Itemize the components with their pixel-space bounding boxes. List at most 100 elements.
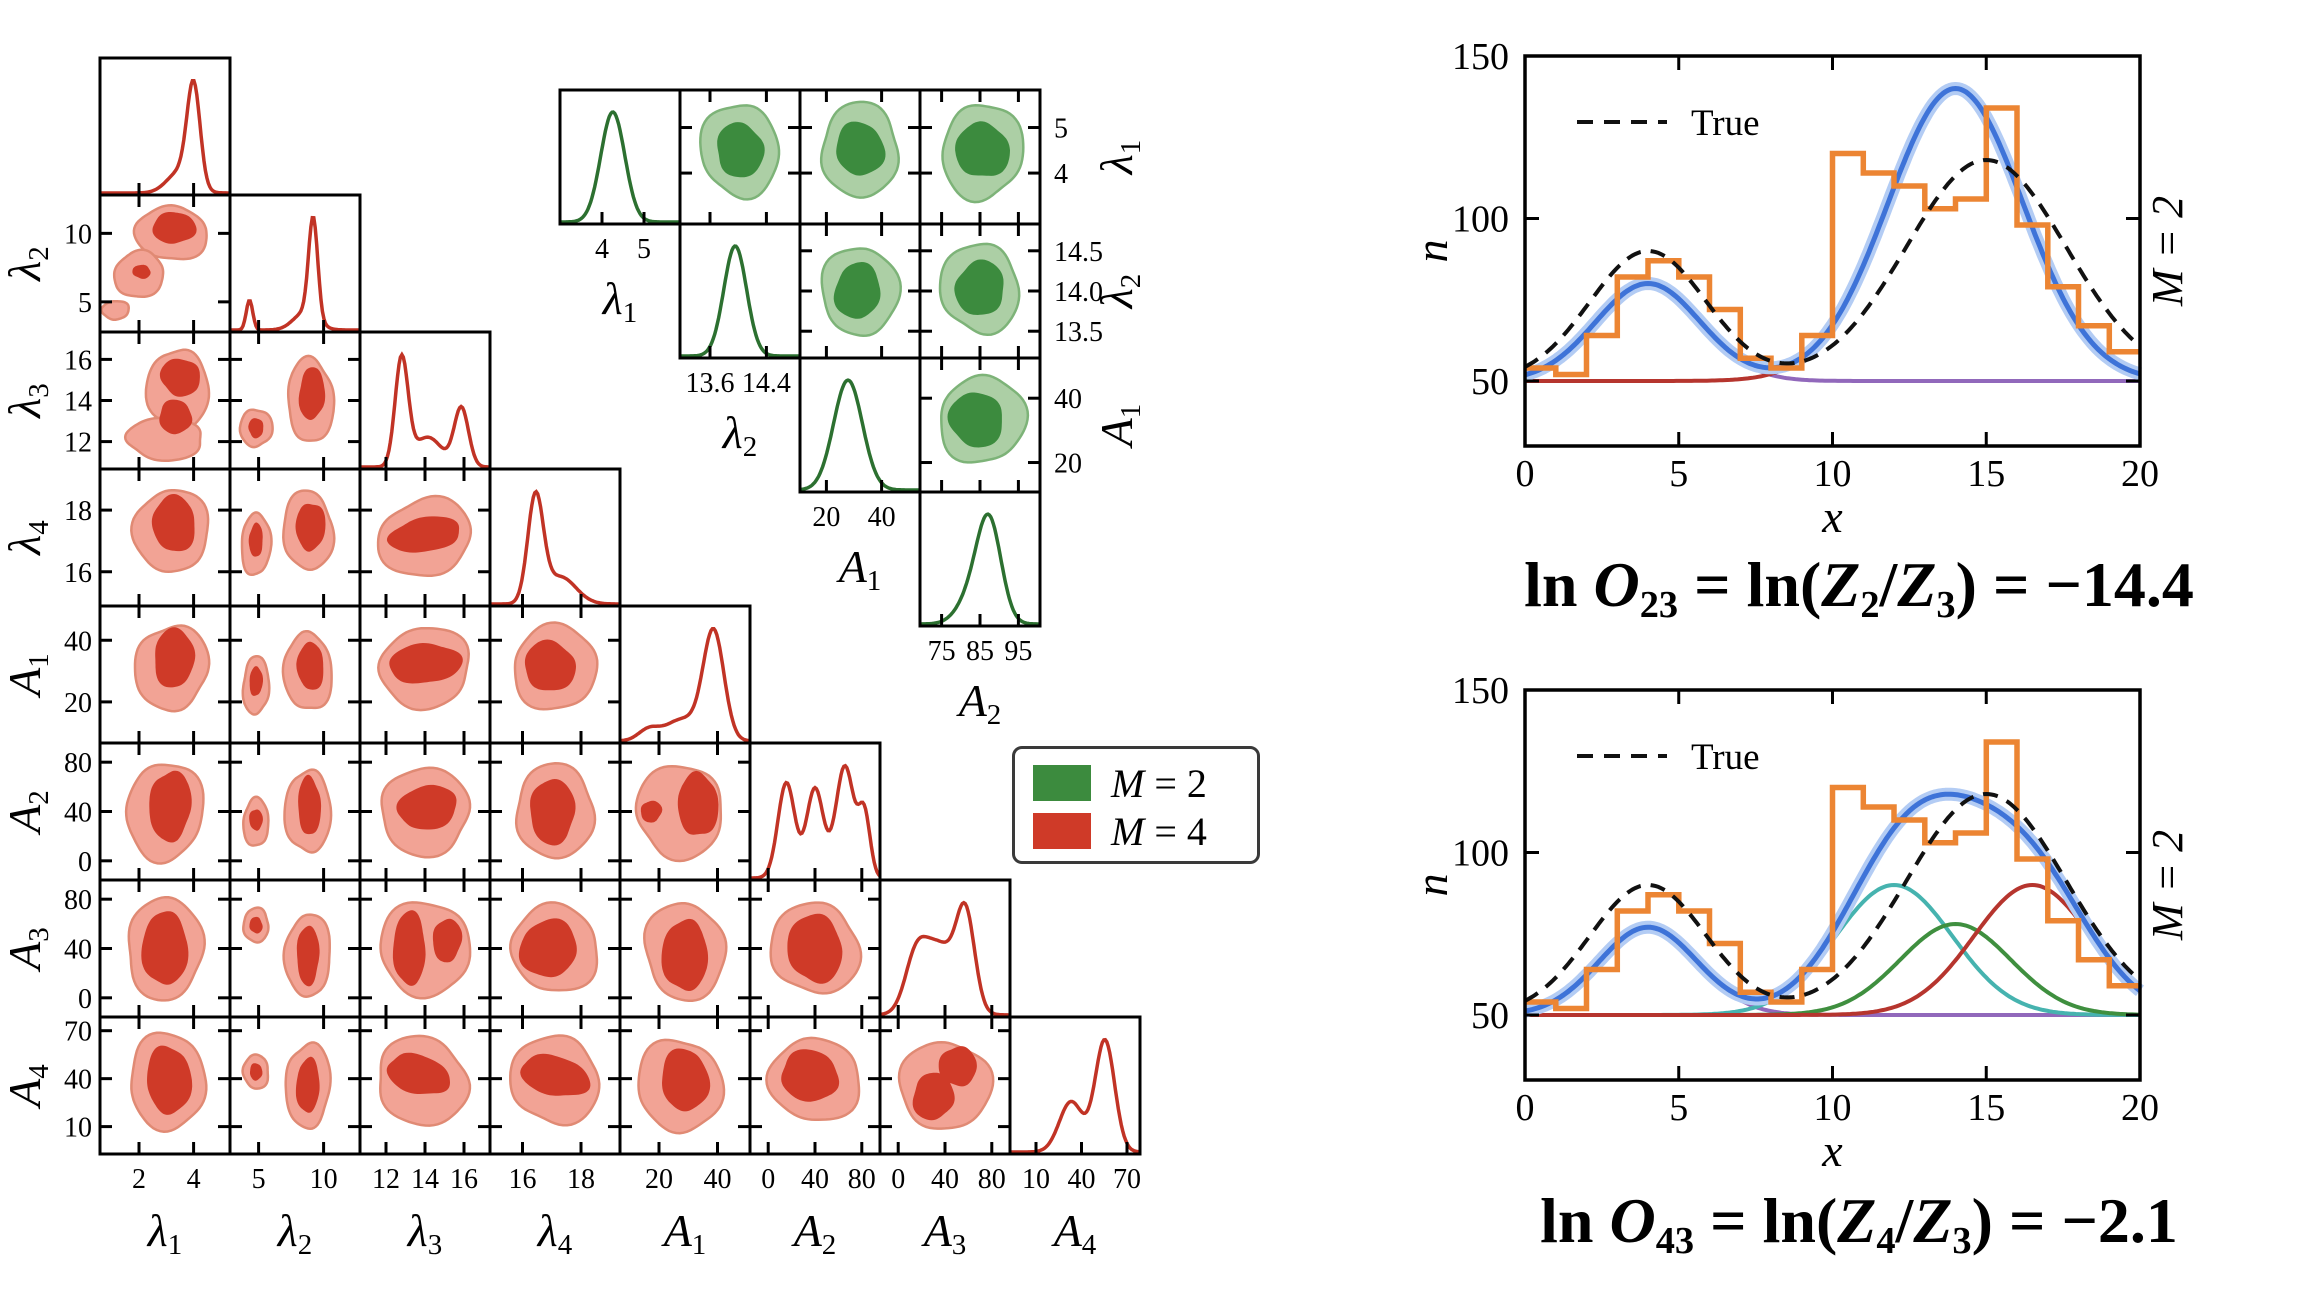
corner-panel-0-1 — [678, 88, 802, 226]
legend-label: M = 2 — [1111, 760, 1207, 806]
model-count-label-bottom: M = 2 — [2143, 829, 2192, 941]
equation-bayes-factor-23: ln O23 = ln(Z2/Z3) = −14.4 — [1408, 548, 2310, 627]
equation-segment: 3 — [1936, 583, 1956, 626]
equation-segment: Z — [1821, 549, 1861, 620]
contour-blobs — [380, 766, 472, 859]
contour-blobs — [240, 489, 336, 577]
corner-panel-0-3 — [918, 88, 1042, 226]
contour-blobs — [514, 762, 597, 860]
contour-blobs — [376, 494, 473, 577]
tick-label: 12 — [64, 428, 92, 459]
equation-segment: ln — [1524, 549, 1594, 620]
contour-blobs — [634, 764, 723, 863]
red-corner-plot: 2 4 5 10 12 14 16 16 18 20 40 0 40 80 0 40 80 10 40 7051012… — [64, 56, 1142, 1195]
equation-segment: O — [1609, 1185, 1656, 1256]
tick-label: 95 — [1004, 636, 1032, 667]
contour-blobs — [637, 1038, 726, 1135]
posterior-1d-curve — [619, 626, 751, 743]
tick-label: 13.6 — [686, 368, 735, 399]
y-axis-label: n — [1406, 874, 1457, 897]
contour-blobs — [897, 1040, 995, 1130]
contour-blobs — [241, 1041, 332, 1131]
equation-segment: Z — [1837, 1185, 1877, 1256]
x-param-label: A2 — [956, 675, 1002, 731]
x-tick-label: 5 — [1669, 453, 1688, 495]
corner-panel-6-6 — [878, 878, 1012, 1019]
component-curve-3 — [1525, 882, 2142, 1017]
corner-panel-4-2 — [358, 604, 492, 745]
tick-label: 85 — [966, 636, 994, 667]
x-param-label: A1 — [836, 541, 882, 597]
y-param-label: λ1 — [1091, 140, 1147, 176]
corner-panel-3-3 — [918, 490, 1042, 628]
tick-label: 40 — [704, 1164, 732, 1195]
contour-blobs — [819, 100, 900, 199]
equation-segment: 23 — [1639, 583, 1679, 626]
contour-blobs — [241, 629, 333, 716]
y-tick-label: 150 — [1452, 670, 1509, 712]
legend-label: M = 4 — [1111, 808, 1207, 854]
contour-blobs — [242, 768, 333, 854]
corner-panel-3-2 — [358, 467, 492, 608]
x-param-label: A3 — [921, 1205, 967, 1261]
contour-blobs — [130, 1031, 208, 1133]
tick-label: 0 — [891, 1164, 905, 1195]
corner-panel-0-0 — [98, 56, 232, 197]
corner-panel-7-4 — [618, 1015, 752, 1156]
corner-panel-2-2 — [798, 356, 922, 494]
equation-segment: 43 — [1655, 1219, 1695, 1262]
y-tick-label: 100 — [1452, 833, 1509, 875]
corner-panel-5-4 — [618, 741, 752, 882]
equation-segment: / — [1879, 549, 1898, 620]
equation-segment: 4 — [1876, 1219, 1896, 1262]
corner-panel-6-3 — [488, 878, 622, 1019]
posterior-1d-curve — [360, 351, 490, 469]
posterior-1d-curve — [750, 763, 882, 880]
true-curve — [1524, 791, 2142, 1003]
tick-label: 5 — [637, 234, 651, 265]
contour-blobs — [941, 104, 1025, 204]
corner-panel-7-7 — [1008, 1015, 1142, 1156]
contour-blobs — [769, 901, 863, 995]
corner-panel-2-2 — [358, 330, 492, 471]
tick-label: 40 — [64, 1065, 92, 1096]
corner-panel-7-2 — [358, 1015, 492, 1156]
contour-blobs — [100, 204, 208, 321]
y-param-label: λ3 — [0, 383, 55, 419]
contour-blobs — [124, 763, 205, 865]
y-param-label: λ2 — [1091, 274, 1147, 310]
x-param-label: λ2 — [721, 407, 757, 463]
tick-label: 40 — [64, 626, 92, 657]
contour-blobs — [940, 373, 1030, 464]
equation-segment: ) = −14.4 — [1955, 549, 2194, 620]
corner-panel-2-3 — [918, 356, 1042, 494]
legend-swatch — [1033, 765, 1091, 801]
y-tick-label: 50 — [1471, 995, 1509, 1037]
equation-segment: O — [1593, 549, 1640, 620]
tick-label: 0 — [78, 847, 92, 878]
corner-panel-3-1 — [228, 467, 362, 608]
contour-blobs — [643, 902, 728, 1003]
x-param-label: λ4 — [536, 1205, 573, 1261]
y-param-label: A3 — [0, 927, 55, 973]
x-param-label: λ1 — [601, 273, 637, 329]
tick-label: 4 — [1054, 159, 1068, 190]
corner-panel-2-1 — [228, 330, 362, 471]
fit-plot-bottom: 0 5 10 15 20 50 100 150 x n True — [1406, 670, 2159, 1176]
data-histogram — [1525, 739, 2140, 1012]
tick-label: 14 — [64, 387, 92, 418]
corner-panel-7-3 — [488, 1015, 622, 1156]
posterior-1d-curve — [230, 215, 360, 332]
tick-label: 70 — [64, 1017, 92, 1048]
corner-panel-3-0 — [98, 467, 232, 608]
y-param-label: λ2 — [0, 246, 55, 282]
x-tick-label: 20 — [2121, 453, 2159, 495]
y-param-label: A1 — [0, 653, 55, 699]
contour-blobs — [133, 624, 211, 713]
posterior-1d-curve — [879, 900, 1010, 1017]
x-tick-label: 15 — [1967, 1087, 2005, 1129]
corner-panel-6-5 — [748, 878, 882, 1019]
tick-label: 40 — [931, 1164, 959, 1195]
